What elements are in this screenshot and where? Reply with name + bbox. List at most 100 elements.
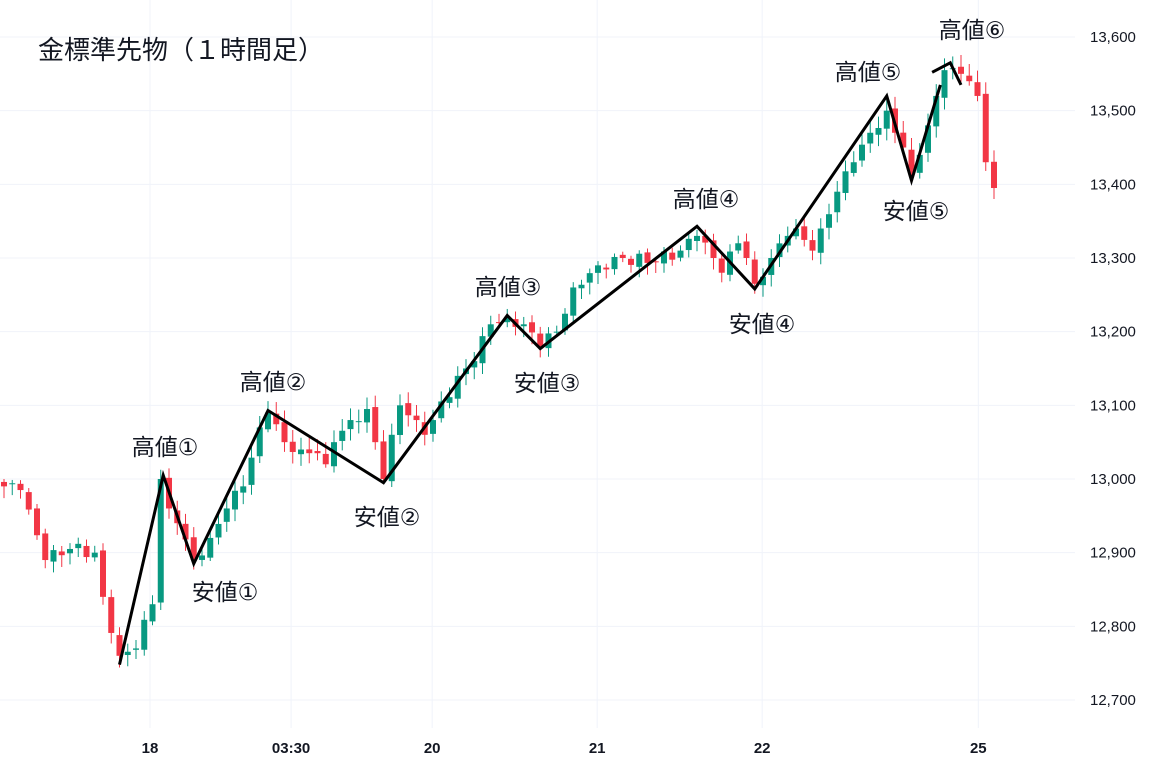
candle-body xyxy=(801,226,808,240)
candle-body xyxy=(702,235,709,243)
candle-body xyxy=(504,316,511,323)
candle-body xyxy=(743,241,750,258)
x-tick-label: 25 xyxy=(970,740,987,757)
candle-body xyxy=(83,545,90,558)
candle-body xyxy=(364,409,370,423)
candle-body xyxy=(718,258,725,273)
candle-body xyxy=(347,420,354,430)
candle-body xyxy=(446,397,453,403)
candle-body xyxy=(826,214,832,228)
label-high-1: 高値① xyxy=(131,435,199,461)
label-high-6: 高値⑥ xyxy=(938,18,1006,44)
candle-body xyxy=(735,243,742,251)
candle-body xyxy=(58,551,65,556)
candle-body xyxy=(834,191,841,213)
x-tick-label: 20 xyxy=(424,740,441,757)
candle-body xyxy=(842,171,849,193)
candle-body xyxy=(883,110,890,129)
candle-body xyxy=(17,483,24,491)
candle-body xyxy=(124,651,131,656)
candle-body xyxy=(611,256,618,270)
candle-body xyxy=(859,144,865,161)
y-tick-label: 12,800 xyxy=(1090,618,1136,635)
candle-body xyxy=(108,597,115,633)
candle-body xyxy=(100,550,106,597)
candle-body xyxy=(289,441,296,452)
candle-body xyxy=(850,162,857,173)
candle-body xyxy=(809,240,816,251)
candle-body xyxy=(974,82,981,96)
candle-body xyxy=(273,413,280,425)
candle-body xyxy=(900,132,907,148)
candle-body xyxy=(867,132,874,144)
label-low-1: 安値① xyxy=(191,580,259,606)
candle-body xyxy=(256,427,263,457)
candle-body xyxy=(941,70,948,98)
candle-body xyxy=(529,322,535,333)
candle-body xyxy=(430,420,436,434)
y-tick-label: 13,100 xyxy=(1090,397,1136,414)
candle-body xyxy=(9,483,16,485)
candle-body xyxy=(322,453,329,465)
candle-body xyxy=(652,261,659,263)
zigzag-line xyxy=(118,84,942,665)
label-low-5: 安値⑤ xyxy=(882,199,950,225)
candle-body xyxy=(710,240,717,258)
candle-body xyxy=(669,252,676,260)
label-low-2: 安値② xyxy=(353,505,421,531)
candle-body xyxy=(116,635,123,656)
candle-body xyxy=(372,407,379,443)
candle-body xyxy=(34,508,40,536)
candle-body xyxy=(586,273,593,283)
candle-body xyxy=(520,324,527,327)
candle-body xyxy=(182,523,189,540)
candle-body xyxy=(694,235,700,241)
candle-body xyxy=(265,412,271,430)
candle-body xyxy=(306,449,313,454)
candle-body xyxy=(496,322,502,324)
candle-body xyxy=(982,93,989,163)
candle-body xyxy=(355,421,362,423)
candle-body xyxy=(553,331,560,333)
candle-body xyxy=(570,287,577,316)
x-tick-label: 21 xyxy=(589,740,606,757)
candle-body xyxy=(42,533,49,561)
candle-body xyxy=(454,375,461,399)
candle-body xyxy=(240,486,247,493)
candle-body xyxy=(1,481,7,487)
zigzag-line xyxy=(931,60,963,86)
label-high-3: 高値③ xyxy=(474,275,542,301)
candle-body xyxy=(966,75,973,82)
y-tick-label: 12,700 xyxy=(1090,692,1136,709)
candle-body xyxy=(232,490,238,510)
candle-body xyxy=(677,250,684,258)
candle-body xyxy=(685,238,692,251)
candle-body xyxy=(339,430,346,441)
y-tick-label: 13,000 xyxy=(1090,471,1136,488)
candle-body xyxy=(149,604,156,622)
candle-body xyxy=(619,254,626,258)
candle-body xyxy=(644,252,651,263)
candle-body xyxy=(91,552,98,558)
y-tick-label: 13,500 xyxy=(1090,103,1136,120)
y-tick-label: 13,400 xyxy=(1090,176,1136,193)
candle-body xyxy=(933,95,940,127)
candle-body xyxy=(141,619,148,650)
candle-body xyxy=(875,127,882,135)
candle-body xyxy=(281,422,288,443)
candle-body xyxy=(25,492,32,510)
candle-body xyxy=(793,228,799,237)
candle-body xyxy=(925,125,931,153)
candle-body xyxy=(388,434,395,482)
x-tick-label: 03:30 xyxy=(272,740,310,757)
y-tick-label: 13,300 xyxy=(1090,250,1136,267)
label-low-4: 安値④ xyxy=(728,312,796,338)
label-low-3: 安値③ xyxy=(513,371,581,397)
candle-body xyxy=(298,449,304,455)
candle-body xyxy=(397,405,403,435)
candle-body xyxy=(751,259,758,284)
label-high-4: 高値④ xyxy=(672,187,740,213)
candle-body xyxy=(603,267,610,270)
chart-title: 金標準先物（１時間足） xyxy=(38,36,325,66)
